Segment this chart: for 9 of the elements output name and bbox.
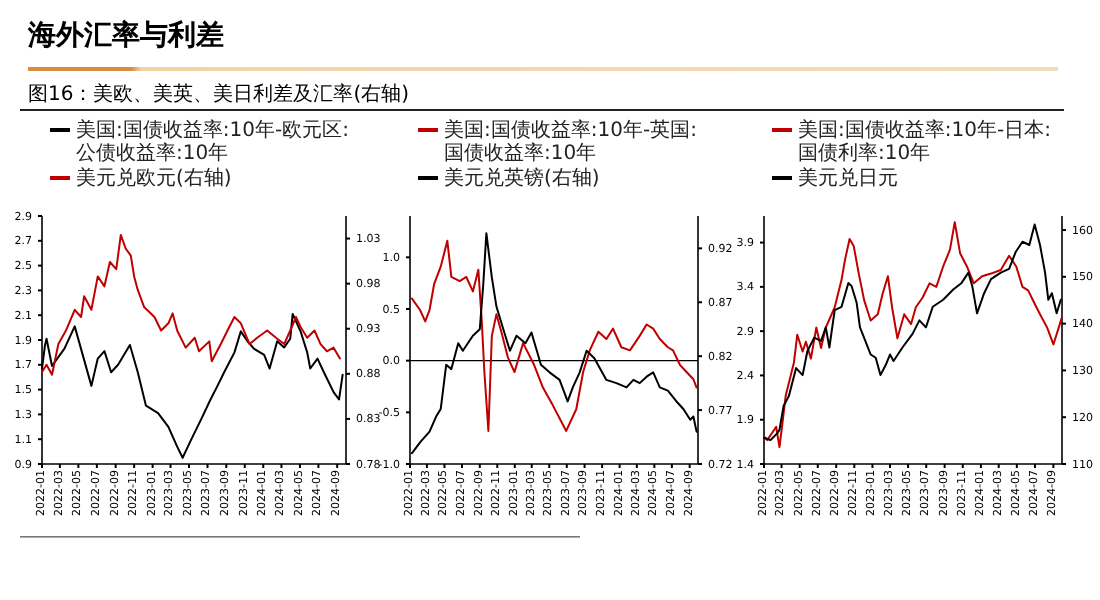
legend-label: 美元兑欧元(右轴)	[76, 165, 232, 190]
legend-label: 美国:国债收益率:10年-日本:国债利率:10年	[798, 117, 1051, 165]
line-series	[41, 233, 341, 376]
chart-subtitle: 图16：美欧、美英、美日利差及汇率(右轴)	[28, 82, 410, 106]
legend-label: 美元兑英镑(右轴)	[444, 165, 600, 190]
legend-label: 美国:国债收益率:10年-欧元区:公债收益率:10年	[76, 117, 349, 165]
legend-label: 美元兑日元	[798, 165, 898, 190]
legend-label: 美国:国债收益率:10年-英国:国债收益率:10年	[444, 117, 697, 165]
chart-title: 海外汇率与利差	[26, 18, 224, 52]
